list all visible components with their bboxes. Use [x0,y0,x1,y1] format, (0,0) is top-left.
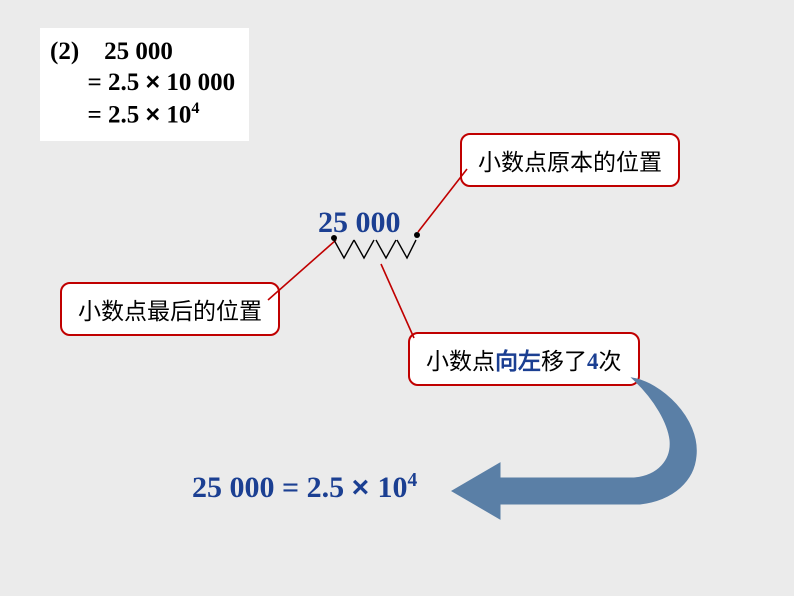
callout-text: 小数点原本的位置 [478,150,662,175]
times: × [352,471,378,504]
text: 10 000 [160,69,235,96]
text: 小数点 [426,349,495,374]
text: 移了 [541,349,587,374]
num: 25 000 [192,471,275,504]
text-blue: 4 [587,349,599,374]
big-number: 25 000 [318,206,401,240]
hop-arcs [334,240,416,258]
connector-line-3 [381,264,414,338]
eq: = [275,471,307,504]
problem-box: (2) 25 000 = 2.5 × 10 000 = 2.5 × 104 [40,28,249,141]
callout-original-position: 小数点原本的位置 [460,133,680,187]
exp: 4 [191,99,199,117]
exp: 4 [407,470,417,491]
base: 10 [377,471,407,504]
problem-line-2: = 2.5 × 10 000 [50,68,235,97]
callout-moved-left: 小数点向左移了4次 [408,332,640,386]
callout-text: 小数点最后的位置 [78,299,262,324]
decimal-dot-original [414,232,420,238]
times: × [146,68,161,96]
text: = 2.5 [50,69,146,96]
problem-line-1: (2) 25 000 [50,38,235,66]
big-arrow [452,378,696,519]
times: × [146,100,161,128]
text: (2) 25 000 [50,38,173,65]
text-blue: 向左 [495,349,541,374]
coef: 2.5 [307,471,352,504]
result-equation: 25 000 = 2.5 × 104 [192,470,417,505]
text: 次 [599,349,622,374]
callout-final-position: 小数点最后的位置 [60,282,280,336]
number-text: 25 000 [318,206,401,239]
text: 10 [160,101,191,128]
text: = 2.5 [50,101,146,128]
problem-line-3: = 2.5 × 104 [50,99,235,129]
